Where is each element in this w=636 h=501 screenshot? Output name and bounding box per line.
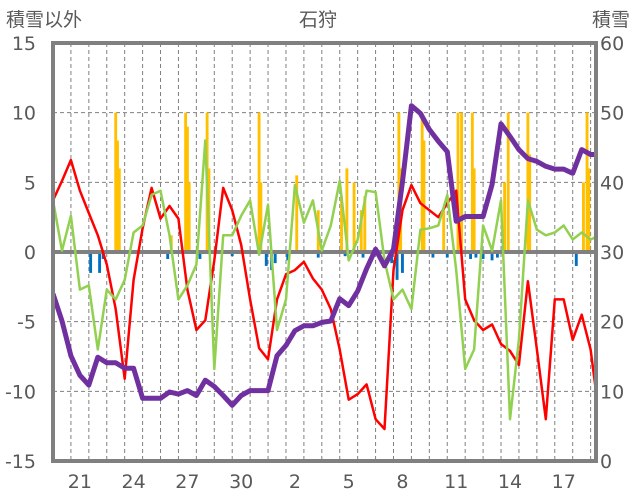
negative-bar	[198, 252, 202, 259]
x-tick-label: 11	[444, 471, 468, 493]
negative-bar	[264, 252, 268, 266]
precip-bar	[117, 168, 121, 252]
negative-bar	[431, 252, 435, 258]
negative-bar	[474, 252, 478, 258]
precip-bar	[420, 112, 424, 253]
chart-title: 石狩	[299, 9, 337, 31]
precip-bar	[187, 182, 191, 252]
left-tick-label: 15	[12, 33, 36, 55]
series-green	[53, 139, 596, 421]
left-axis-title: 積雪以外	[6, 9, 82, 31]
right-tick-label: 40	[600, 172, 624, 194]
left-tick-label: 10	[12, 103, 36, 125]
precip-bar	[295, 175, 299, 252]
precip-bar	[363, 196, 367, 252]
x-tick-label: 2	[289, 471, 301, 493]
precip-bar	[259, 182, 263, 252]
precip-bar	[185, 126, 189, 252]
x-tick-label: 27	[175, 471, 199, 493]
x-tick-label: 5	[343, 471, 355, 493]
right-tick-label: 30	[600, 242, 624, 264]
x-tick-label: 30	[229, 471, 253, 493]
x-tick-label: 8	[396, 471, 408, 493]
right-tick-label: 20	[600, 312, 624, 334]
left-tick-label: -10	[5, 381, 36, 403]
negative-bar	[286, 252, 290, 261]
precip-bar	[582, 182, 585, 252]
precip-bar	[506, 112, 510, 253]
precip-bar	[503, 182, 507, 252]
right-axis-title: 積雪	[592, 9, 630, 31]
left-tick-label: -5	[17, 312, 36, 334]
series-snow-depth	[53, 103, 596, 408]
negative-bar	[481, 252, 485, 259]
precip-bar	[460, 112, 464, 253]
x-tick-label: 17	[552, 471, 576, 493]
right-tick-label: 10	[600, 381, 624, 403]
precip-bar	[345, 168, 349, 252]
negative-bar	[496, 252, 499, 258]
left-tick-label: 0	[24, 242, 36, 264]
negative-bar	[230, 252, 234, 257]
negative-bar	[490, 252, 494, 261]
negative-bar	[361, 252, 365, 258]
precip-bar	[587, 168, 591, 252]
negative-bar	[316, 252, 320, 258]
negative-bar	[401, 252, 404, 273]
precip-bar	[397, 112, 401, 253]
negative-bar	[98, 252, 102, 273]
precip-bar	[352, 182, 356, 252]
precip-bar	[359, 210, 363, 252]
precip-bar	[184, 112, 188, 253]
negative-bar	[395, 252, 399, 280]
precip-bar	[470, 112, 474, 253]
negative-bar	[166, 252, 170, 259]
left-tick-label: -15	[5, 451, 36, 473]
negative-bar	[273, 252, 277, 264]
negative-bar	[445, 252, 449, 258]
series-lines	[53, 103, 596, 431]
precip-bar	[114, 112, 118, 253]
precip-bar	[526, 112, 530, 253]
precip-bar	[472, 168, 476, 252]
precip-bar	[442, 210, 446, 252]
precip-bar	[340, 196, 343, 252]
precip-bar	[456, 112, 460, 253]
right-tick-label: 50	[600, 103, 624, 125]
left-tick-label: 5	[24, 172, 36, 194]
negative-bar	[89, 252, 93, 273]
x-tick-label: 14	[498, 471, 522, 493]
x-tick-label: 21	[68, 471, 92, 493]
precip-bar	[585, 112, 589, 253]
right-tick-label: 60	[600, 33, 624, 55]
negative-bar	[343, 252, 347, 257]
negative-bar	[574, 252, 578, 266]
negative-bar	[469, 252, 472, 259]
precip-bar	[257, 112, 261, 253]
series-red	[53, 158, 596, 431]
precip-bar	[116, 140, 119, 252]
precip-bar	[422, 140, 426, 252]
plot-border	[51, 41, 598, 463]
x-tick-label: 24	[122, 471, 146, 493]
right-tick-label: 0	[600, 451, 612, 473]
